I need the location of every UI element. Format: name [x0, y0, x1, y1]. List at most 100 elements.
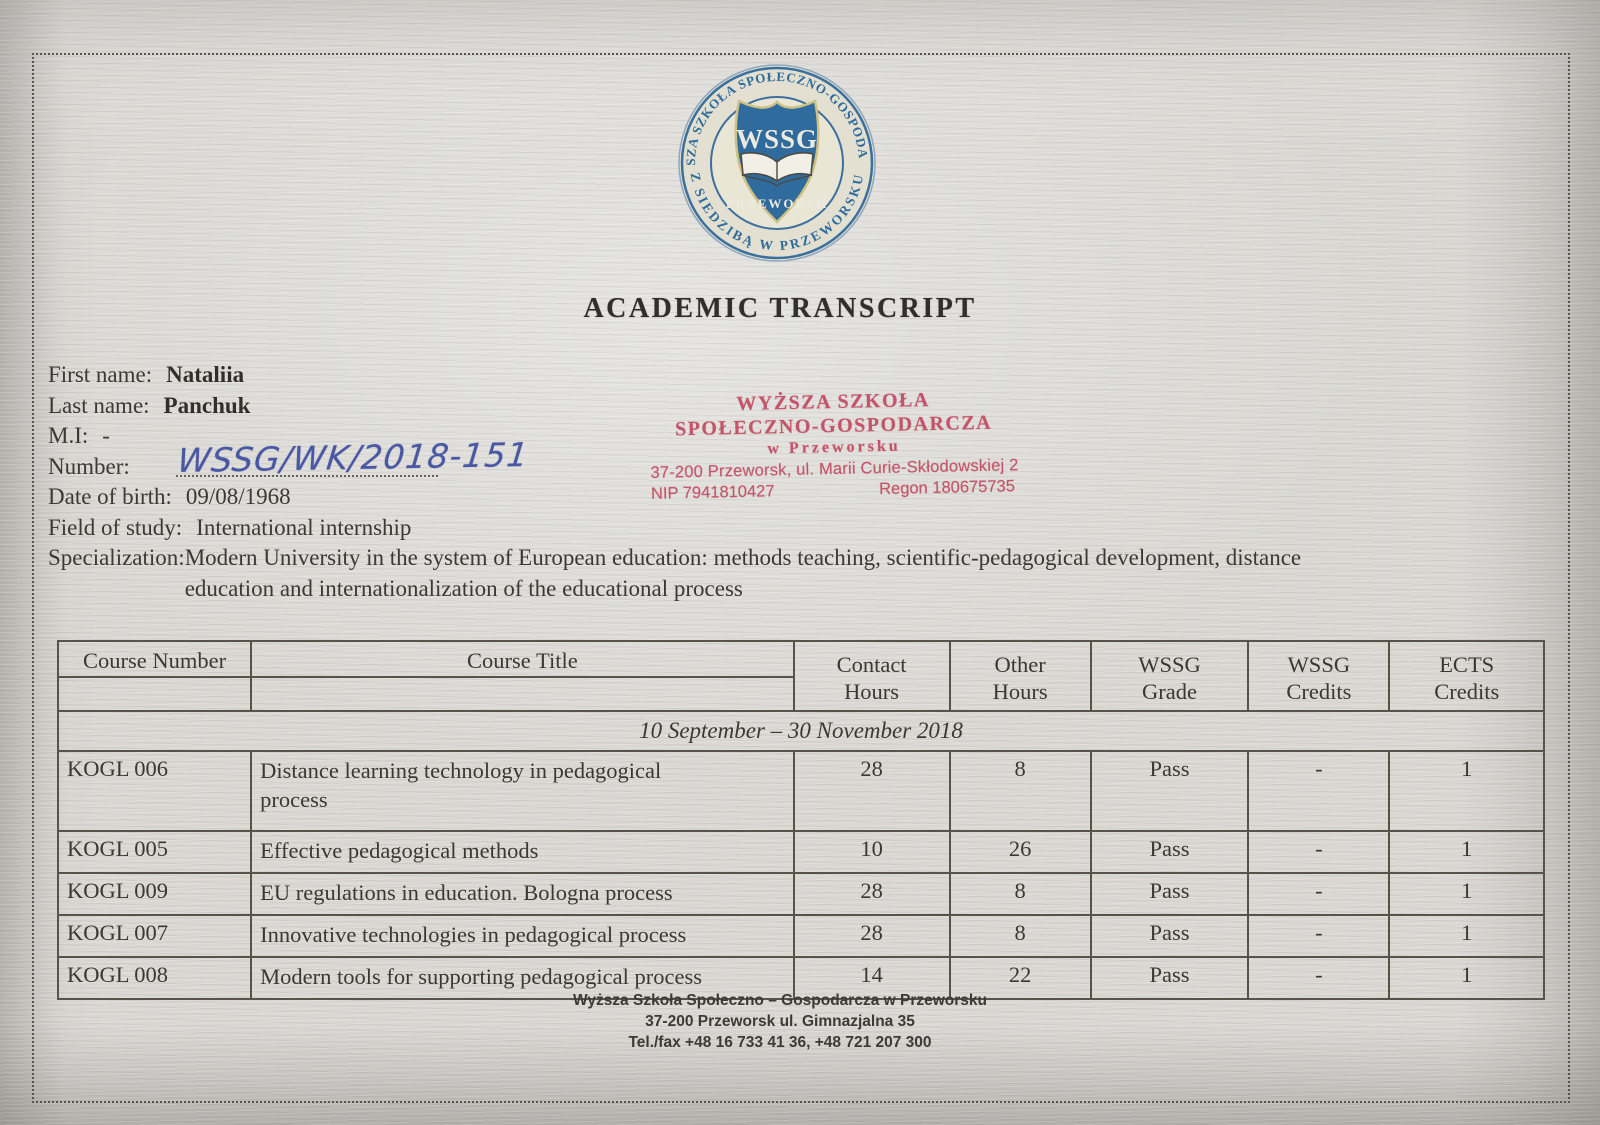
course-number-cell: KOGL 009 — [56, 872, 253, 916]
other-hours-cell: 8 — [948, 872, 1092, 916]
mi-value: - — [102, 423, 110, 448]
contact-hours-cell: 14 — [792, 956, 951, 1000]
specialization-value-line2: education and internationalization of th… — [184, 575, 743, 601]
book-pages-line — [741, 174, 813, 187]
footer-block: Wyższa Szkoła Społeczno – Gospodarcza w … — [0, 990, 1560, 1053]
grade-cell: Pass — [1089, 914, 1250, 958]
field-of-study-line: Field of study: International internship — [48, 513, 1518, 544]
table-row: KOGL 006 Distance learning technology in… — [56, 750, 1545, 832]
course-number-cell: KOGL 008 — [56, 956, 253, 1000]
student-info-block: First name: Nataliia Last name: Panchuk M.… — [48, 360, 1518, 604]
field-of-study-value: International internship — [196, 514, 412, 540]
dob-value: 09/08/1968 — [185, 484, 291, 509]
course-number-cell: KOGL 005 — [56, 830, 253, 874]
number-label: Number: — [48, 453, 130, 479]
grade-cell: Pass — [1089, 956, 1250, 1000]
dob-label: Date of birth: — [48, 484, 172, 509]
table-row: KOGL 009 EU regulations in education. Bo… — [56, 872, 1545, 916]
header-wssg-grade: WSSG Grade — [1089, 640, 1250, 712]
field-of-study-label: Field of study: — [48, 514, 183, 540]
contact-hours-cell: 28 — [792, 914, 951, 958]
header-grade-line1: WSSG — [1138, 652, 1201, 677]
contact-hours-cell: 10 — [792, 830, 951, 874]
table-header-row: Course Number Course Title Contact Hours… — [56, 640, 1545, 712]
header-other-line2: Hours — [992, 679, 1048, 704]
header-wssg-credits-line2: Credits — [1286, 679, 1352, 704]
grade-cell: Pass — [1089, 750, 1250, 832]
wssg-credits-cell: - — [1247, 830, 1391, 874]
contact-hours-cell: 28 — [792, 872, 951, 916]
course-title-cell: Innovative technologies in pedagogical p… — [250, 914, 795, 958]
footer-school-name: Wyższa Szkoła Społeczno – Gospodarcza w … — [572, 992, 988, 1009]
course-table: Course Number Course Title Contact Hours… — [56, 640, 1545, 1000]
university-ink-stamp: WYŻSZA SZKOŁA SPOŁECZNO-GOSPODARCZA w Pr… — [647, 386, 1021, 504]
seal-acronym: WSSG — [736, 124, 818, 154]
wssg-credits-cell: - — [1247, 914, 1391, 958]
header-spacer-title — [250, 676, 795, 712]
stamp-regon: Regon 180675735 — [878, 477, 1016, 499]
header-contact-line1: Contact — [836, 652, 907, 677]
header-ects-line1: ECTS — [1439, 652, 1495, 677]
course-title-cell: EU regulations in education. Bologna pro… — [250, 872, 795, 916]
last-name-line: Last name: Panchuk — [48, 391, 1518, 422]
grade-cell: Pass — [1089, 830, 1250, 874]
course-number-cell: KOGL 007 — [56, 914, 253, 958]
header-ects-credits: ECTS Credits — [1388, 640, 1545, 712]
header-spacer-number — [56, 676, 253, 712]
seal-city: PRZEWORSK — [726, 196, 829, 211]
header-grade-line2: Grade — [1142, 679, 1197, 704]
contact-hours-cell: 28 — [792, 750, 951, 832]
period-row: 10 September – 30 November 2018 — [57, 710, 1545, 752]
header-contact-line2: Hours — [844, 679, 900, 704]
other-hours-cell: 8 — [948, 914, 1092, 958]
footer-address: 37-200 Przeworsk ul. Gimnazjalna 35 — [645, 1013, 915, 1030]
first-name-value: Nataliia — [166, 362, 245, 387]
header-wssg-credits-line1: WSSG — [1287, 652, 1351, 677]
first-name-line: First name: Nataliia — [48, 360, 1518, 391]
seal-ring-line — [680, 66, 874, 260]
ects-credits-cell: 1 — [1388, 914, 1545, 958]
header-ects-line2: Credits — [1434, 679, 1500, 704]
wssg-credits-cell: - — [1247, 750, 1391, 832]
ects-credits-cell: 1 — [1388, 872, 1545, 916]
header-other-hours: Other Hours — [948, 640, 1092, 712]
specialization-label: Specialization: — [48, 545, 185, 570]
wssg-credits-cell: - — [1247, 956, 1391, 1000]
last-name-value: Panchuk — [163, 392, 251, 418]
ects-credits-cell: 1 — [1388, 830, 1545, 874]
number-dotted-line — [176, 474, 438, 477]
grade-cell: Pass — [1089, 872, 1250, 916]
other-hours-cell: 26 — [948, 830, 1092, 874]
table-row: KOGL 005 Effective pedagogical methods 1… — [56, 830, 1545, 874]
specialization-line: Specialization: Modern University in the… — [48, 543, 1518, 604]
mi-line: M.I: - — [48, 421, 1518, 452]
header-contact-hours: Contact Hours — [792, 640, 951, 712]
university-seal: WYŻSZA SZKOŁA SPOŁECZNO-GOSPODARCZA Z SI… — [676, 62, 876, 262]
number-line: Number: WSSG/WK/2018-151 — [48, 434, 1518, 483]
table-row: KOGL 008 Modern tools for supporting ped… — [56, 956, 1545, 1000]
document-title: ACADEMIC TRANSCRIPT — [583, 293, 977, 324]
last-name-label: Last name: — [48, 392, 150, 418]
stamp-nip: NIP 7941810427 — [650, 482, 775, 503]
table-row: KOGL 007 Innovative technologies in peda… — [56, 914, 1545, 958]
other-hours-cell: 8 — [948, 750, 1092, 832]
header-course-title: Course Title — [250, 640, 795, 678]
header-wssg-credits: WSSG Credits — [1247, 640, 1391, 712]
other-hours-cell: 22 — [948, 956, 1092, 1000]
mi-label: M.I: — [48, 423, 89, 448]
dotted-page-border — [32, 53, 1570, 1103]
ects-credits-cell: 1 — [1388, 956, 1545, 1000]
footer-phone: Tel./fax +48 16 733 41 36, +48 721 207 3… — [628, 1034, 932, 1051]
course-number-cell: KOGL 006 — [56, 750, 253, 832]
header-course-number: Course Number — [56, 640, 253, 678]
course-title-cell: Effective pedagogical methods — [250, 830, 795, 874]
number-handwritten-value: WSSG/WK/2018-151 — [175, 434, 531, 480]
first-name-label: First name: — [48, 362, 153, 387]
table-header-spacer-row — [56, 676, 1544, 712]
course-title-text: Distance learning technology in pedagogi… — [260, 758, 662, 812]
course-title-cell: Modern tools for supporting pedagogical … — [250, 956, 795, 1000]
course-title-cell: Distance learning technology in pedagogi… — [250, 750, 795, 832]
period-label: 10 September – 30 November 2018 — [57, 710, 1545, 752]
wssg-credits-cell: - — [1247, 872, 1391, 916]
